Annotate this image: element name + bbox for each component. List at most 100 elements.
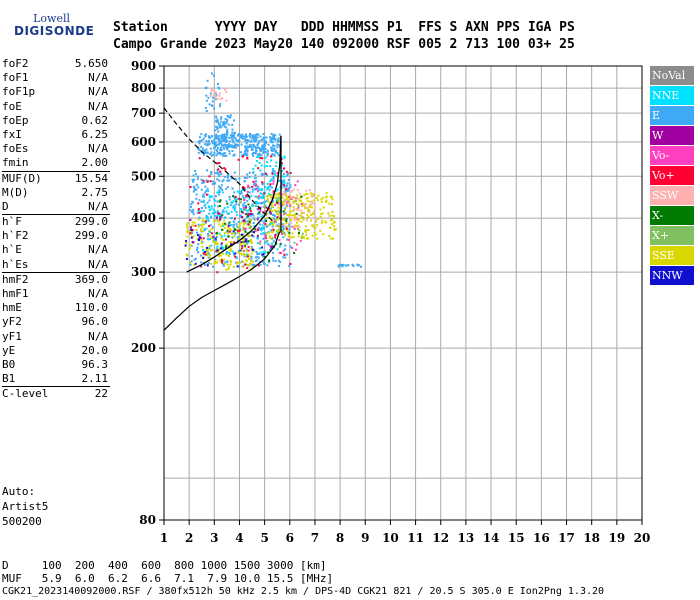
scatter-point-e <box>243 176 246 179</box>
scatter-point-e <box>266 154 269 157</box>
scatter-point-sse <box>317 194 320 197</box>
scatter-point-nne <box>211 211 214 214</box>
scatter-point-sse <box>312 213 315 215</box>
param-value: 2.75 <box>81 185 109 199</box>
scatter-point-sse <box>313 232 316 234</box>
scatter-point-sse <box>238 224 241 227</box>
scatter-point-e <box>211 100 214 103</box>
scatter-point-e <box>273 153 276 156</box>
scatter-point-sse <box>199 229 202 232</box>
scatter-point-nne <box>230 210 233 213</box>
scatter-point-sse <box>216 242 219 245</box>
scatter-point-e <box>256 136 259 139</box>
scatter-point-w <box>219 218 222 221</box>
scatter-point-sse <box>309 205 312 208</box>
scatter-point-sse <box>186 254 189 257</box>
scatter-point-sse <box>304 225 307 228</box>
scatter-point-nne <box>260 196 263 199</box>
scatter-point-voplus <box>245 194 248 197</box>
scatter-point-sse <box>306 193 309 196</box>
scatter-point-e <box>200 254 202 257</box>
scatter-point-e <box>288 223 291 226</box>
scatter-point-xminus <box>225 247 227 249</box>
scatter-point-nne <box>275 161 278 164</box>
scatter-point-sse <box>333 227 336 230</box>
scatter-point-sse <box>201 223 204 226</box>
scatter-point-sse <box>311 224 313 227</box>
param-key: D <box>2 199 9 213</box>
param-key: h`F2 <box>2 229 29 243</box>
scatter-point-ssw <box>304 202 307 205</box>
scatter-point-xminus <box>245 213 248 215</box>
scatter-point-e <box>250 139 253 142</box>
scatter-point-vominus <box>259 240 262 243</box>
scatter-point-e <box>274 151 277 154</box>
scatter-point-e <box>216 150 219 153</box>
scatter-point-e <box>214 142 217 145</box>
scatter-point-xminus <box>225 245 228 248</box>
scatter-point-voplus <box>197 208 200 211</box>
scatter-point-e <box>194 170 197 172</box>
scatter-point-e <box>238 139 241 141</box>
x-tick-label: 20 <box>634 531 651 545</box>
scatter-point-e <box>273 170 276 173</box>
scatter-point-sse <box>312 211 315 214</box>
scatter-point-e <box>235 203 237 206</box>
scatter-point-e <box>213 152 216 155</box>
param-row: C-level 22 <box>2 386 110 401</box>
scatter-point-e <box>276 146 279 149</box>
scatter-point-sse <box>287 225 290 227</box>
scatter-point-voplus <box>283 184 286 187</box>
scatter-point-vominus <box>282 249 285 252</box>
scatter-point-sse <box>242 225 245 228</box>
scatter-point-vominus <box>244 213 247 216</box>
scatter-point-e <box>259 223 262 226</box>
scatter-point-e <box>263 136 266 139</box>
scatter-point-e <box>244 139 247 142</box>
param-key: C-level <box>2 387 49 401</box>
scatter-point-ssw <box>312 226 315 229</box>
scatter-point-e <box>271 153 274 156</box>
scatter-point-e <box>263 144 266 146</box>
scatter-point-sse <box>229 247 232 250</box>
scatter-point-sse <box>324 196 327 199</box>
scatter-point-e <box>207 235 210 238</box>
param-row: yF1 N/A <box>2 330 110 344</box>
scatter-point-e <box>202 193 205 196</box>
scatter-point-nnw <box>190 228 193 231</box>
scatter-point-e <box>200 145 203 148</box>
param-row: B1 2.11 <box>2 372 110 386</box>
scatter-point-w <box>250 234 253 237</box>
scatter-point-e <box>234 137 237 139</box>
scatter-point-nne <box>255 160 258 162</box>
scatter-point-nne <box>215 247 218 250</box>
scatter-point-nne <box>270 178 273 181</box>
scatter-point-sse <box>302 236 305 239</box>
scatter-point-sse <box>199 234 202 236</box>
param-key: foF2 <box>2 57 29 70</box>
scatter-point-xminus <box>219 205 221 207</box>
scatter-point-xplus <box>246 231 249 234</box>
scatter-point-w <box>256 234 259 237</box>
scatter-point-voplus <box>269 183 272 186</box>
scatter-point-e <box>274 260 277 263</box>
scatter-point-e <box>229 116 232 119</box>
scatter-point-e <box>227 115 230 118</box>
scatter-point-sse <box>283 208 286 211</box>
scatter-point-e <box>225 146 228 149</box>
scatter-point-sse <box>281 231 284 234</box>
scatter-point-ssw <box>212 93 215 96</box>
y-tick-label: 700 <box>131 106 156 120</box>
scatter-point-e <box>211 226 214 229</box>
scatter-point-e <box>287 188 290 191</box>
scatter-point-e <box>253 139 256 142</box>
logo-lowell: Lowell <box>33 12 70 25</box>
scatter-point-sse <box>277 192 280 195</box>
scatter-point-e <box>275 221 277 224</box>
scatter-point-e <box>263 186 266 189</box>
scatter-point-e <box>221 152 224 155</box>
scatter-point-voplus <box>252 180 255 183</box>
scatter-point-e <box>223 134 226 137</box>
distance-row: D 100 200 400 600 800 1000 1500 3000 [km… <box>2 559 327 572</box>
scatter-point-vominus <box>297 206 300 209</box>
